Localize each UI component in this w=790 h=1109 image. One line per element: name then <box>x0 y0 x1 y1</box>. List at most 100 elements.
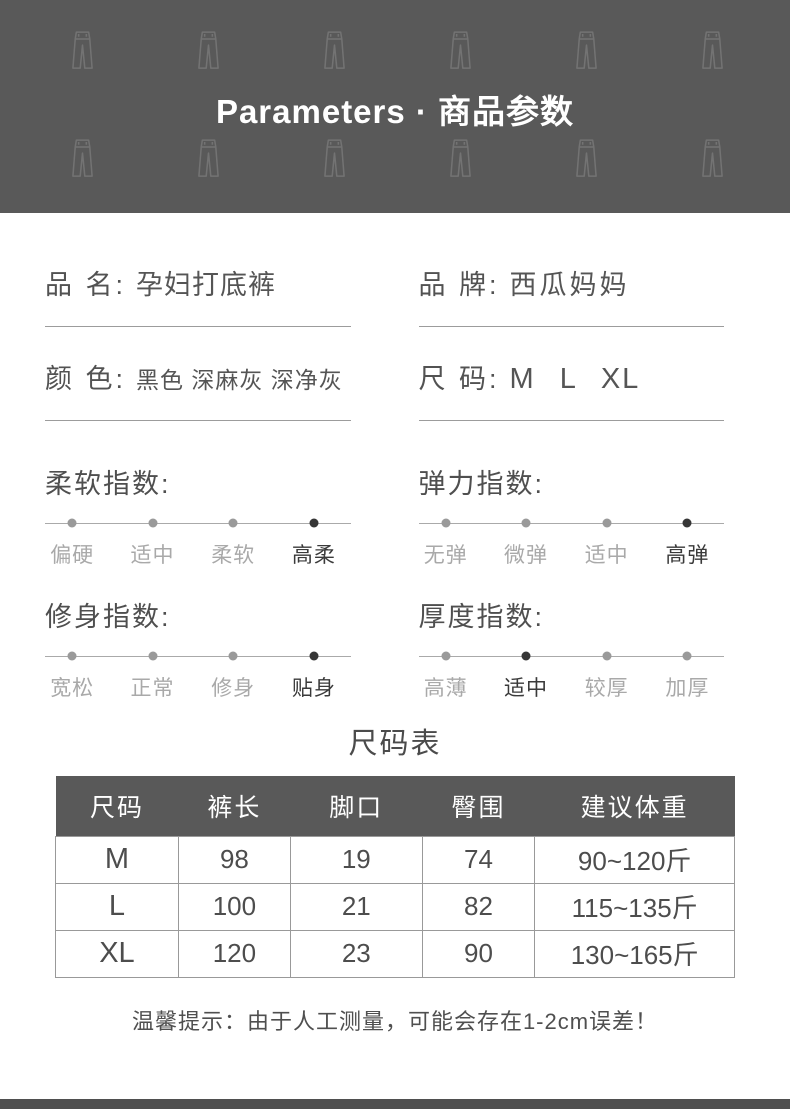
field-value: M L XL <box>509 363 641 395</box>
size-table-body: M 98 19 74 90~120斤 L 100 21 82 115~135斤 XL 120 23 90 1… <box>55 835 735 978</box>
index-fit: 修身指数: 宽松 正常 修身 贴身 <box>45 595 351 700</box>
field-value: 孕妇打底裤 <box>136 270 277 300</box>
scale-dot <box>682 518 692 528</box>
scale-dot <box>602 651 612 661</box>
scale-label: 适中 <box>504 677 549 700</box>
footer-bar <box>0 1099 790 1109</box>
pants-icon <box>701 138 724 179</box>
scale-dot <box>228 518 238 528</box>
scale-dot <box>228 651 238 661</box>
index-title: 柔软指数: <box>45 469 171 499</box>
scale-label: 偏硬 <box>50 544 95 567</box>
index-scales: 柔软指数: 偏硬 适中 柔软 高柔 弹力指数: <box>45 462 725 700</box>
scale-line <box>418 656 724 657</box>
pants-icon <box>449 138 472 179</box>
pants-icon <box>701 30 724 71</box>
scale-dot <box>521 518 531 528</box>
col-header-leg-opening: 脚口 <box>290 776 423 836</box>
scale-label: 宽松 <box>50 677 95 700</box>
header-banner: Parameters · 商品参数 <box>0 0 790 213</box>
scale-label: 无弹 <box>423 544 468 567</box>
scale-dot <box>441 518 451 528</box>
table-cell: 21 <box>289 882 423 931</box>
scale-dot <box>67 651 77 661</box>
scale-label: 较厚 <box>584 677 629 700</box>
scale-labels: 无弹 微弹 适中 高弹 <box>419 537 725 567</box>
scale-dot <box>67 518 77 528</box>
size-table-title: 尺码表 <box>348 728 442 760</box>
scale-label: 高柔 <box>291 544 336 567</box>
table-cell: XL <box>55 929 179 978</box>
pants-icon <box>323 30 346 71</box>
field-product-name: 品 名: 孕妇打底裤 <box>45 263 351 327</box>
scale-label: 高薄 <box>423 677 468 700</box>
scale-labels: 偏硬 适中 柔软 高柔 <box>45 537 351 567</box>
scale-label: 适中 <box>584 544 629 567</box>
scale-dot <box>682 651 692 661</box>
scale-label: 贴身 <box>291 677 336 700</box>
size-table: 尺码 裤长 脚口 臀围 建议体重 M 98 19 74 90~120斤 L 100 21 82 1… <box>55 776 735 978</box>
table-cell: 98 <box>177 835 291 884</box>
field-label: 尺 码: <box>418 364 500 394</box>
pants-pattern-row-1 <box>71 30 724 71</box>
fit-scale <box>45 644 351 668</box>
scale-label: 微弹 <box>504 544 549 567</box>
field-label: 品 名: <box>45 270 127 300</box>
table-row: L 100 21 82 115~135斤 <box>55 882 735 931</box>
pants-icon <box>71 30 94 71</box>
scale-labels: 宽松 正常 修身 贴身 <box>45 670 351 700</box>
field-label: 颜 色: <box>45 364 127 394</box>
page-title: Parameters · 商品参数 <box>215 93 575 130</box>
table-row: XL 120 23 90 130~165斤 <box>55 929 735 978</box>
thickness-scale <box>418 644 724 668</box>
elasticity-scale <box>418 511 724 535</box>
scale-labels: 高薄 适中 较厚 加厚 <box>419 670 725 700</box>
pants-icon <box>197 138 220 179</box>
index-softness: 柔软指数: 偏硬 适中 柔软 高柔 <box>45 462 351 567</box>
pants-icon <box>323 138 346 179</box>
col-header-hip: 臀围 <box>422 776 535 836</box>
index-elasticity: 弹力指数: 无弹 微弹 适中 高弹 <box>418 462 725 567</box>
col-header-suggested-weight: 建议体重 <box>534 776 735 836</box>
scale-dot <box>602 518 612 528</box>
table-cell: 100 <box>177 882 291 931</box>
scale-dot <box>309 518 319 528</box>
scale-line <box>45 523 351 524</box>
col-header-size: 尺码 <box>55 776 179 836</box>
scale-line <box>45 656 351 657</box>
scale-label: 修身 <box>211 677 256 700</box>
table-cell: 130~165斤 <box>534 929 735 978</box>
index-thickness: 厚度指数: 高薄 适中 较厚 加厚 <box>418 595 725 700</box>
field-color: 颜 色: 黑色 深麻灰 深净灰 <box>45 357 351 421</box>
table-cell: 19 <box>289 835 423 884</box>
pants-icon <box>575 30 598 71</box>
pants-icon <box>197 30 220 71</box>
pants-icon <box>449 30 472 71</box>
pants-icon <box>71 138 94 179</box>
index-title: 弹力指数: <box>418 469 545 499</box>
table-cell: 23 <box>289 929 423 978</box>
table-cell: 120 <box>177 929 291 978</box>
scale-dot <box>441 651 451 661</box>
product-fields: 品 名: 孕妇打底裤 品 牌: 西瓜妈妈 颜 色: 黑色 深麻灰 深净灰 尺 码: M … <box>45 263 724 421</box>
scale-dot <box>148 651 158 661</box>
field-brand: 品 牌: 西瓜妈妈 <box>418 263 724 327</box>
scale-label: 适中 <box>130 544 175 567</box>
table-cell: 82 <box>421 882 536 931</box>
size-table-header-row: 尺码 裤长 脚口 臀围 建议体重 <box>55 776 735 836</box>
index-title: 修身指数: <box>45 602 171 632</box>
pants-pattern-row-2 <box>71 138 724 179</box>
scale-label: 正常 <box>130 677 175 700</box>
index-title: 厚度指数: <box>418 602 545 632</box>
scale-dot <box>309 651 319 661</box>
table-cell: 90~120斤 <box>534 835 735 884</box>
table-cell: M <box>55 835 179 884</box>
table-cell: 74 <box>421 835 536 884</box>
scale-dot <box>148 518 158 528</box>
field-value: 西瓜妈妈 <box>509 270 630 300</box>
scale-dot <box>521 651 531 661</box>
table-cell: L <box>55 882 179 931</box>
field-value: 黑色 深麻灰 深净灰 <box>136 367 343 393</box>
table-row: M 98 19 74 90~120斤 <box>55 835 735 884</box>
